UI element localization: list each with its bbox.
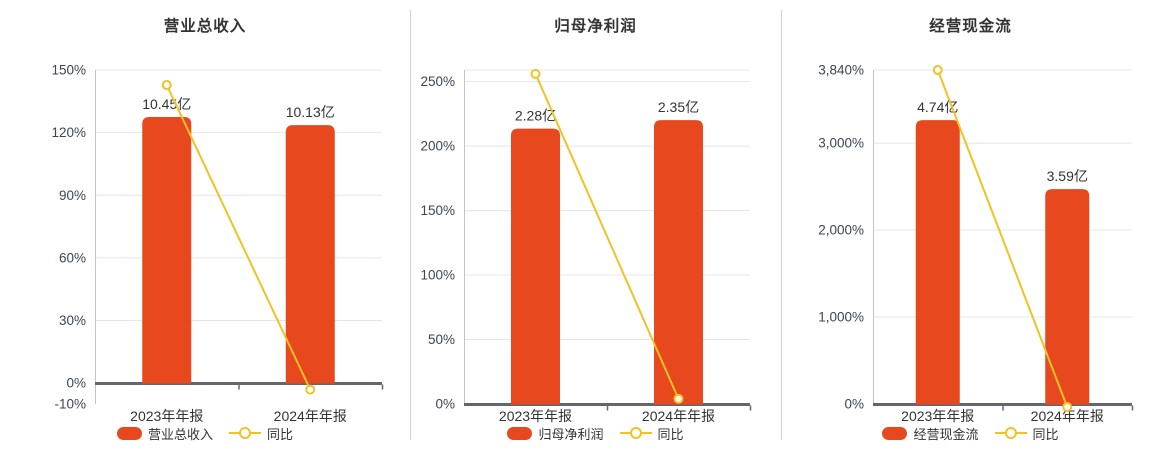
trend-point[interactable] — [530, 68, 541, 79]
chart-title-net-profit: 归母净利润 — [554, 18, 637, 35]
legend-net-profit: 归母净利润 同比 — [410, 424, 781, 442]
bar-1[interactable] — [1045, 189, 1090, 405]
category-label: 2024年年报 — [1031, 408, 1104, 424]
bar-value-label: 4.74亿 — [917, 99, 958, 115]
y-axis-tick-label: 120% — [51, 125, 86, 140]
line-series-marker-icon — [994, 427, 1027, 439]
legend-item-line-series[interactable]: 同比 — [619, 424, 684, 443]
y-axis-tick-label: 200% — [420, 139, 455, 154]
y-axis-tick-label: 100% — [420, 268, 455, 283]
bar-0[interactable] — [511, 128, 560, 405]
y-axis-tick-label: 30% — [59, 313, 86, 328]
legend-label: 经营现金流 — [913, 426, 979, 442]
bar-series-swatch-icon — [507, 426, 533, 440]
chart-group-0: 150% 120% 90% 60% 30% 0% -10% 10.45亿 2023年年报 10.1… — [51, 63, 384, 424]
y-axis-tick-label: 150% — [420, 203, 455, 218]
y-axis-tick-label: 3,000% — [818, 136, 864, 151]
legend-cash-flow: 经营现金流 同比 — [781, 424, 1160, 442]
y-axis-tick-label: 0% — [66, 376, 86, 391]
line-series-marker-icon — [229, 427, 261, 439]
y-axis-tick-label: 0% — [844, 397, 864, 412]
bar-value-label: 10.13亿 — [286, 104, 335, 120]
y-axis-tick-label: 0% — [435, 397, 455, 412]
bar-value-label: 3.59亿 — [1047, 168, 1088, 184]
bar-1[interactable] — [654, 120, 703, 405]
legend-label: 营业总收入 — [147, 426, 213, 442]
line-series-marker-icon — [619, 427, 652, 439]
bar-value-label: 10.45亿 — [142, 96, 191, 112]
chart-title-revenue: 营业总收入 — [163, 18, 247, 35]
legend-label: 同比 — [267, 426, 294, 442]
legend-item-bar-series[interactable]: 营业总收入 — [116, 424, 213, 443]
legend-label: 归母净利润 — [538, 426, 604, 442]
y-axis-tick-label: 3,840% — [818, 63, 864, 78]
trend-point[interactable] — [1062, 402, 1073, 413]
trend-line — [534, 73, 680, 400]
legend-item-bar-series[interactable]: 经营现金流 — [882, 424, 979, 443]
y-axis-tick-label: 250% — [420, 74, 455, 89]
category-label: 2024年年报 — [642, 408, 715, 424]
trend-point[interactable] — [161, 80, 172, 91]
y-axis-tick-label: 1,000% — [818, 310, 864, 325]
legend-label: 同比 — [657, 426, 684, 442]
panel-divider-2 — [781, 10, 782, 440]
y-axis-tick-label: 2,000% — [818, 223, 864, 238]
trend-point[interactable] — [673, 393, 684, 404]
bar-0[interactable] — [915, 120, 960, 405]
trend-point[interactable] — [932, 65, 943, 75]
legend-revenue: 营业总收入 同比 — [0, 424, 410, 442]
bar-1[interactable] — [285, 125, 335, 384]
chart-group-2: 3,840% 3,000% 2,000% 1,000% 0% 4.74亿 2023年年报 3.… — [818, 63, 1134, 424]
y-axis-tick-label: 50% — [428, 332, 455, 347]
chart-group-1: 250% 200% 150% 100% 50% 0% 2.28亿 2023年年报 2.35亿 20… — [420, 68, 752, 424]
category-label: 2023年年报 — [499, 408, 572, 424]
bar-series-swatch-icon — [116, 426, 142, 440]
bar-value-label: 2.28亿 — [515, 108, 556, 124]
category-label: 2023年年报 — [901, 408, 974, 424]
bar-series-swatch-icon — [882, 426, 908, 440]
legend-label: 同比 — [1032, 426, 1059, 442]
bar-0[interactable] — [142, 117, 192, 384]
category-label: 2023年年报 — [130, 408, 203, 424]
category-label: 2024年年报 — [274, 408, 347, 424]
y-axis-tick-label: 60% — [59, 250, 86, 265]
legend-item-bar-series[interactable]: 归母净利润 — [507, 424, 604, 443]
trend-line — [936, 69, 1069, 408]
y-axis-tick-label: 150% — [51, 63, 86, 78]
trend-line — [165, 84, 312, 391]
y-axis-tick-label: 90% — [59, 188, 86, 203]
y-axis-tick-label: -10% — [54, 397, 86, 412]
chart-title-cash-flow: 经营现金流 — [929, 18, 1012, 35]
panel-divider-1 — [410, 10, 411, 440]
legend-item-line-series[interactable]: 同比 — [994, 424, 1059, 443]
legend-item-line-series[interactable]: 同比 — [229, 424, 293, 443]
bar-value-label: 2.35亿 — [658, 99, 699, 115]
trend-point[interactable] — [305, 384, 316, 395]
